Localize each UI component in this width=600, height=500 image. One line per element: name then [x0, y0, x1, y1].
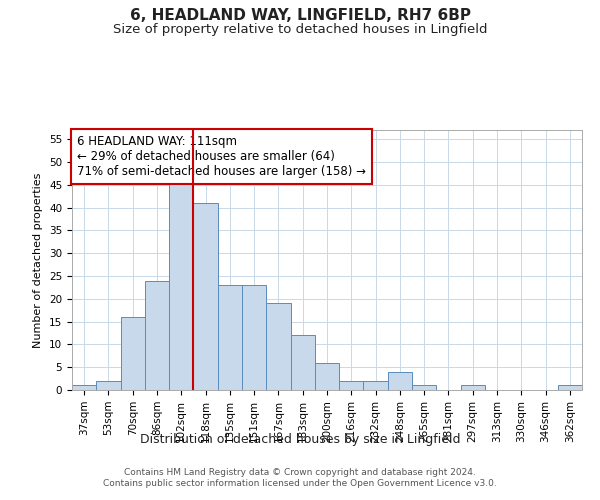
- Bar: [242, 285, 266, 390]
- Bar: [558, 386, 582, 390]
- Bar: [388, 372, 412, 390]
- Bar: [290, 336, 315, 390]
- Bar: [412, 386, 436, 390]
- Bar: [169, 180, 193, 390]
- Bar: [315, 362, 339, 390]
- Text: 6, HEADLAND WAY, LINGFIELD, RH7 6BP: 6, HEADLAND WAY, LINGFIELD, RH7 6BP: [130, 8, 470, 22]
- Bar: [364, 381, 388, 390]
- Bar: [145, 280, 169, 390]
- Text: Distribution of detached houses by size in Lingfield: Distribution of detached houses by size …: [140, 432, 460, 446]
- Text: Size of property relative to detached houses in Lingfield: Size of property relative to detached ho…: [113, 22, 487, 36]
- Bar: [266, 304, 290, 390]
- Bar: [461, 386, 485, 390]
- Bar: [218, 285, 242, 390]
- Bar: [121, 317, 145, 390]
- Bar: [339, 381, 364, 390]
- Text: Contains HM Land Registry data © Crown copyright and database right 2024.
Contai: Contains HM Land Registry data © Crown c…: [103, 468, 497, 487]
- Y-axis label: Number of detached properties: Number of detached properties: [34, 172, 43, 348]
- Bar: [193, 203, 218, 390]
- Bar: [96, 381, 121, 390]
- Text: 6 HEADLAND WAY: 111sqm
← 29% of detached houses are smaller (64)
71% of semi-det: 6 HEADLAND WAY: 111sqm ← 29% of detached…: [77, 135, 366, 178]
- Bar: [72, 386, 96, 390]
